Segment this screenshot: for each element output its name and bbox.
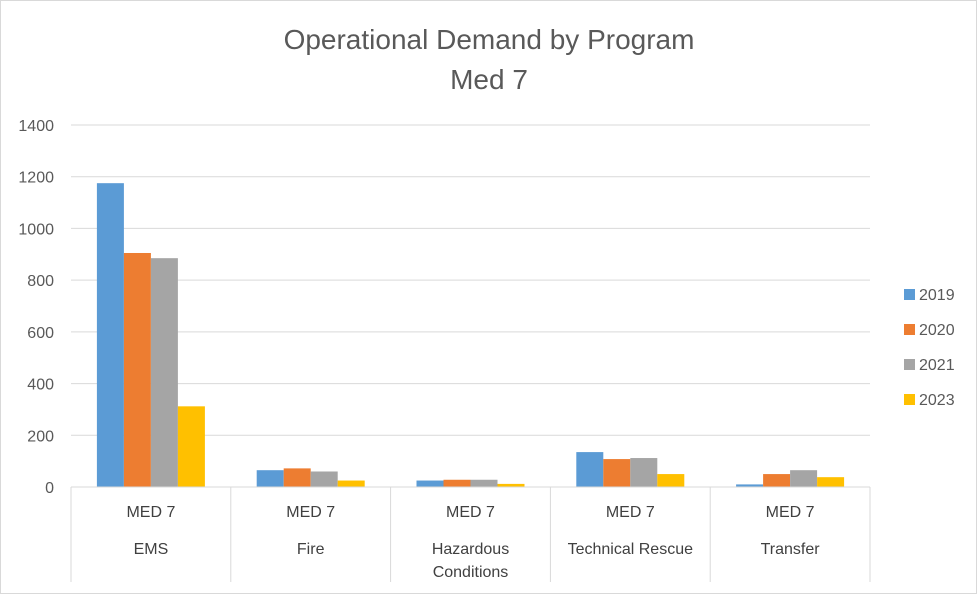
bar (337, 480, 365, 487)
bar (470, 479, 498, 487)
x-tick-label-program: Fire (297, 541, 325, 558)
x-tick-label-unit: MED 7 (446, 504, 495, 521)
bar (736, 484, 764, 487)
bars (96, 183, 845, 487)
bar (576, 452, 604, 487)
legend-swatch (904, 359, 915, 370)
chart-title: Operational Demand by Program (284, 24, 695, 55)
bar (150, 258, 178, 487)
bar (283, 468, 311, 487)
y-tick-label: 800 (27, 273, 54, 290)
x-tick-label-unit: MED 7 (286, 504, 335, 521)
bar (630, 458, 658, 487)
legend-label: 2023 (919, 392, 955, 409)
legend-label: 2019 (919, 287, 955, 304)
legend-swatch (904, 289, 915, 300)
bar (763, 474, 791, 487)
y-tick-label: 1200 (18, 170, 54, 187)
x-tick-label-unit: MED 7 (606, 504, 655, 521)
bar (416, 480, 444, 487)
legend-swatch (904, 394, 915, 405)
bar (177, 406, 205, 487)
y-tick-label: 0 (45, 480, 54, 497)
bar (603, 459, 631, 487)
legend: 2019 2020 2021 2023 (904, 287, 955, 409)
x-tick-label-program: EMS (134, 541, 169, 558)
bar (96, 183, 124, 487)
bar (310, 471, 338, 487)
x-tick-label-program: Hazardous (432, 541, 509, 558)
bar (817, 477, 845, 487)
bar (256, 470, 284, 487)
y-axis-ticks: 0 200 400 600 800 1000 1200 1400 (18, 118, 54, 497)
legend-label: 2021 (919, 357, 955, 374)
bar (790, 470, 818, 487)
x-tick-label-program: Transfer (761, 541, 821, 558)
x-axis: MED 7 EMS MED 7 Fire MED 7 Hazardous Condition… (70, 486, 871, 582)
chart-subtitle: Med 7 (450, 64, 528, 95)
bar (497, 483, 525, 487)
gridlines (71, 124, 870, 436)
y-tick-label: 200 (27, 428, 54, 445)
legend-label: 2020 (919, 322, 955, 339)
y-tick-label: 400 (27, 377, 54, 394)
y-tick-label: 1000 (18, 221, 54, 238)
y-tick-label: 600 (27, 325, 54, 342)
bar (657, 474, 685, 487)
legend-swatch (904, 324, 915, 335)
bar (443, 479, 471, 487)
x-tick-label-unit: MED 7 (126, 504, 175, 521)
x-tick-label-program: Technical Rescue (568, 541, 694, 558)
x-tick-label-unit: MED 7 (766, 504, 815, 521)
bar (123, 252, 151, 487)
y-tick-label: 1400 (18, 118, 54, 135)
x-tick-label-program: Conditions (433, 564, 509, 581)
